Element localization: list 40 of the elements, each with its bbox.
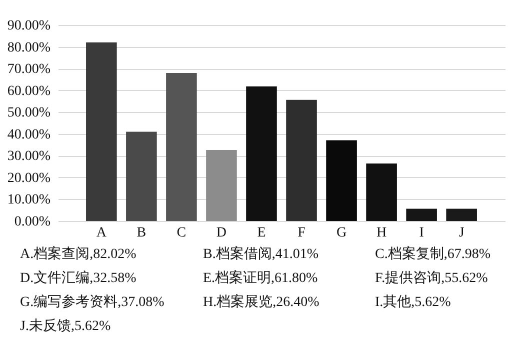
- bar: [406, 208, 437, 221]
- text: A.档案查阅,82.02%: [20, 245, 138, 263]
- bar: [326, 140, 357, 221]
- y-tick-label: 30.00%: [7, 149, 51, 164]
- text: E.档案证明,61.80%: [203, 269, 319, 287]
- bar: [246, 86, 277, 221]
- text: J.未反馈,5.62%: [20, 318, 112, 335]
- y-tick-label: 90.00%: [7, 18, 51, 34]
- x-tick-label: C: [176, 226, 186, 240]
- x-tick-label: I: [419, 226, 424, 240]
- text: C.档案复制,67.98%: [375, 245, 492, 263]
- x-tick-label: F: [298, 226, 306, 240]
- x-tick-label: H: [376, 226, 387, 240]
- text: G.编写参考资料,37.08%: [20, 294, 166, 311]
- bar: [126, 132, 157, 221]
- y-tick-label: 50.00%: [7, 106, 51, 121]
- bar: [446, 208, 477, 221]
- y-tick-label: 70.00%: [7, 62, 51, 78]
- y-tick-label: 0.00%: [14, 214, 51, 230]
- x-tick-label: D: [216, 226, 227, 240]
- bar: [166, 72, 197, 221]
- text: F.提供咨询,55.62%: [375, 270, 489, 287]
- text: H.档案展览,26.40%: [203, 293, 320, 311]
- x-tick-label: A: [96, 226, 108, 240]
- y-tick-label: 60.00%: [7, 84, 51, 99]
- bar: [86, 42, 117, 221]
- bar: [366, 164, 397, 221]
- y-tick-label: 40.00%: [7, 127, 51, 142]
- y-tick-label: 80.00%: [7, 40, 51, 56]
- bar: [206, 150, 237, 221]
- x-tick-label: E: [257, 226, 266, 240]
- bar: [286, 100, 317, 221]
- y-tick-label: 10.00%: [7, 192, 51, 208]
- text: B.档案借阅,41.01%: [203, 245, 320, 263]
- text: D.文件汇编,32.58%: [20, 269, 138, 287]
- x-tick-label: G: [336, 226, 347, 240]
- text: I.其他,5.62%: [375, 294, 452, 311]
- x-tick-label: J: [458, 226, 465, 240]
- y-tick-label: 20.00%: [7, 170, 51, 186]
- x-tick-label: B: [136, 226, 146, 240]
